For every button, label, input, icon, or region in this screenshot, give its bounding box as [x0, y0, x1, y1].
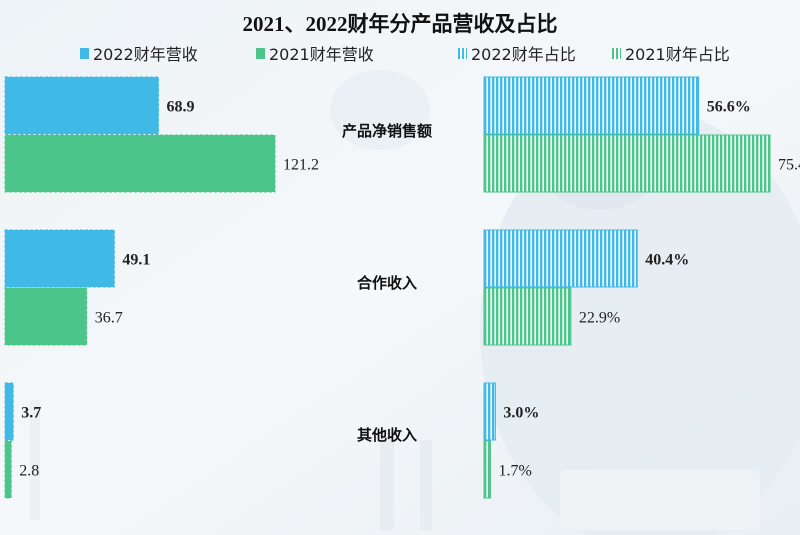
share-bar — [483, 287, 572, 346]
legend-label: 2022财年占比 — [471, 45, 576, 64]
revenue-bar — [4, 440, 12, 499]
data-label: 1.7% — [498, 463, 531, 480]
legend-item-2022-revenue: 2022财年营收 — [80, 41, 198, 65]
chart-title: 2021、2022财年分产品营收及占比 — [242, 12, 558, 36]
legend-swatch — [256, 47, 265, 59]
legend-item-2022-share: 2022财年占比 — [458, 41, 576, 65]
revenue-bar — [4, 229, 115, 288]
share-bar — [483, 382, 496, 441]
legend-label: 2021财年营收 — [269, 45, 374, 64]
share-bar — [483, 134, 771, 193]
revenue-bar — [4, 134, 276, 193]
data-label: 3.0% — [503, 405, 539, 422]
legend-swatch — [80, 47, 89, 59]
legend-item-2021-revenue: 2021财年营收 — [256, 41, 374, 65]
category-label: 合作收入 — [356, 274, 417, 292]
data-label: 2.8 — [19, 463, 39, 480]
data-label: 22.9% — [579, 310, 620, 327]
share-bar — [483, 229, 638, 288]
data-label: 3.7 — [21, 405, 41, 422]
revenue-bar — [4, 76, 159, 135]
share-bar — [483, 76, 700, 135]
legend-label: 2021财年占比 — [625, 45, 730, 64]
data-label: 49.1 — [122, 252, 150, 269]
data-label: 121.2 — [283, 157, 319, 174]
category-label: 产品净销售额 — [342, 122, 432, 140]
data-label: 75.4% — [778, 157, 800, 174]
data-label: 68.9 — [166, 99, 194, 116]
revenue-bar — [4, 287, 88, 346]
revenue-bar — [4, 382, 14, 441]
data-label: 36.7 — [95, 310, 123, 327]
legend-label: 2022财年营收 — [93, 45, 198, 64]
legend-swatch — [612, 47, 621, 59]
data-label: 40.4% — [645, 252, 689, 269]
data-label: 56.6% — [707, 99, 751, 116]
category-label: 其他收入 — [357, 426, 417, 444]
legend-swatch — [458, 47, 467, 59]
share-bar — [483, 440, 491, 499]
legend-item-2021-share: 2021财年占比 — [612, 41, 730, 65]
